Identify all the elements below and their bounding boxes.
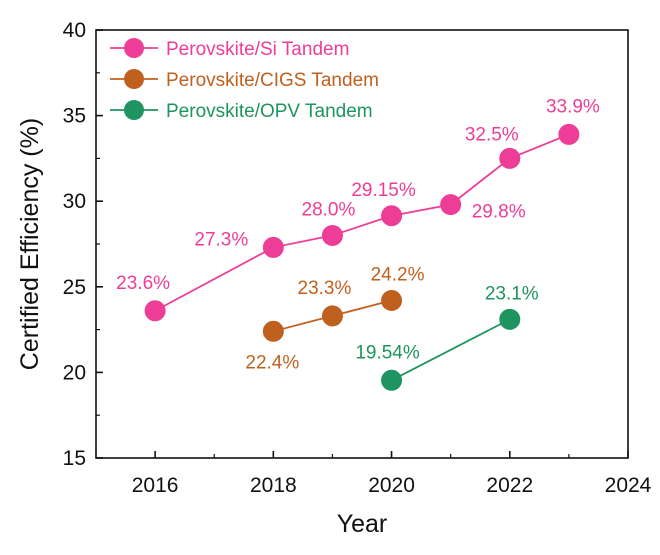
data-label: 24.2% [371,264,425,285]
legend-marker [124,100,144,120]
legend-label: Perovskite/OPV Tandem [166,101,373,122]
data-point [381,289,403,311]
data-point [262,320,284,342]
x-tick-label: 2016 [132,474,179,497]
y-tick-label: 15 [63,447,86,470]
data-point [499,308,521,330]
data-label: 19.54% [355,342,420,363]
data-point [381,369,403,391]
data-point [440,194,462,216]
data-label: 29.8% [472,202,526,223]
data-label: 23.1% [485,283,539,304]
data-point [262,236,284,258]
data-label: 33.9% [546,96,600,117]
series-2: 22.4% 23.3% 24.2% [245,264,424,373]
data-label: 23.3% [298,278,352,299]
data-label: 27.3% [194,229,248,250]
data-point [321,305,343,327]
x-tick-label: 2024 [605,474,652,497]
data-point [321,224,343,246]
plot-frame [95,29,629,459]
y-axis-title: Certified Efficiency (%) [16,118,44,370]
legend-entry-1: Perovskite/Si Tandem [110,38,349,60]
x-tick-label: 2020 [368,474,415,497]
data-point [144,300,166,322]
y-tick-label: 40 [63,19,86,42]
axes: 2016 2018 2020 2022 2024 15 20 25 30 35 40 [63,19,652,497]
x-tick-label: 2022 [486,474,533,497]
data-point [499,147,521,169]
y-tick-label: 35 [63,105,86,128]
legend-marker [124,69,144,89]
x-tick-label: 2018 [250,474,297,497]
data-label: 23.6% [116,273,170,294]
legend-label: Perovskite/Si Tandem [166,39,349,60]
data-point [558,123,580,145]
data-point [381,205,403,227]
legend-label: Perovskite/CIGS Tandem [166,70,379,91]
data-label: 29.15% [351,180,416,201]
y-tick-label: 30 [63,190,86,213]
x-axis-title: Year [337,510,388,538]
y-tick-label: 20 [63,361,86,384]
y-tick-label: 25 [63,276,86,299]
legend: Perovskite/Si Tandem Perovskite/CIGS Tand… [110,38,379,122]
data-label: 22.4% [245,352,299,373]
series-3: 19.54% 23.1% [355,283,539,391]
data-label: 28.0% [302,199,356,220]
legend-marker [124,38,144,58]
legend-entry-3: Perovskite/OPV Tandem [110,100,373,122]
series-group: 23.6% 27.3% 28.0%29.15% 29.8% 32.5% 33.9% 22.4… [116,96,600,391]
series-1: 23.6% 27.3% 28.0%29.15% 29.8% 32.5% 33.9% [116,96,600,322]
data-label: 32.5% [465,124,519,145]
legend-entry-2: Perovskite/CIGS Tandem [110,69,379,91]
series-line [391,318,511,382]
